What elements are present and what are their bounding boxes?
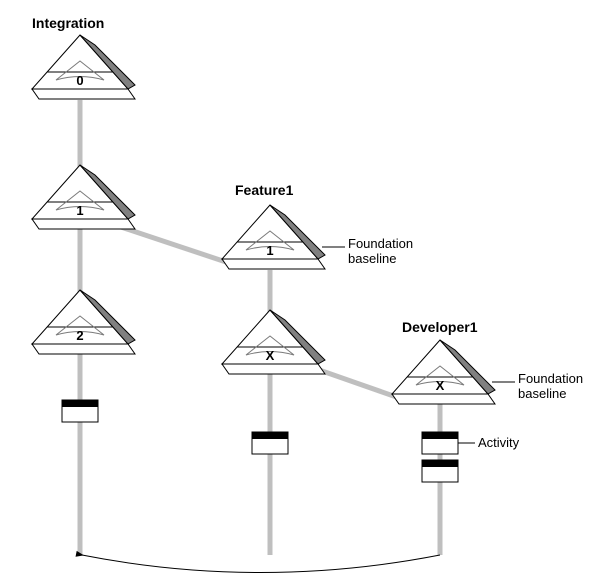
activity-dev-1 xyxy=(422,432,458,454)
pyramid-dev-x: X xyxy=(392,340,495,404)
pyramid-int-2: 2 xyxy=(32,290,135,354)
ann-foundation-1a: Foundation xyxy=(348,236,413,251)
pyramid-int-1: 1 xyxy=(32,165,135,229)
svg-text:1: 1 xyxy=(266,243,273,258)
svg-text:X: X xyxy=(436,378,445,393)
svg-text:1: 1 xyxy=(76,203,83,218)
svg-text:X: X xyxy=(266,348,275,363)
deliver-arrow xyxy=(82,555,440,573)
developer1-label: Developer1 xyxy=(402,319,478,335)
pyramid-int-0: 0 xyxy=(32,35,135,99)
integration-label: Integration xyxy=(32,15,104,31)
activity-dev-2 xyxy=(422,460,458,482)
diagram-canvas: Integration 0 1 2 Feature1 1 F xyxy=(0,0,600,580)
ann-foundation-2b: baseline xyxy=(518,386,566,401)
pyramid-feat-x: X xyxy=(222,310,325,374)
activity-int xyxy=(62,400,98,422)
pyramid-feat-1: 1 xyxy=(222,205,325,269)
svg-text:2: 2 xyxy=(76,328,83,343)
ann-foundation-1b: baseline xyxy=(348,251,396,266)
ann-activity: Activity xyxy=(478,435,520,450)
feature1-label: Feature1 xyxy=(235,182,294,198)
ann-foundation-2a: Foundation xyxy=(518,371,583,386)
svg-text:0: 0 xyxy=(76,73,83,88)
activity-feat xyxy=(252,432,288,454)
